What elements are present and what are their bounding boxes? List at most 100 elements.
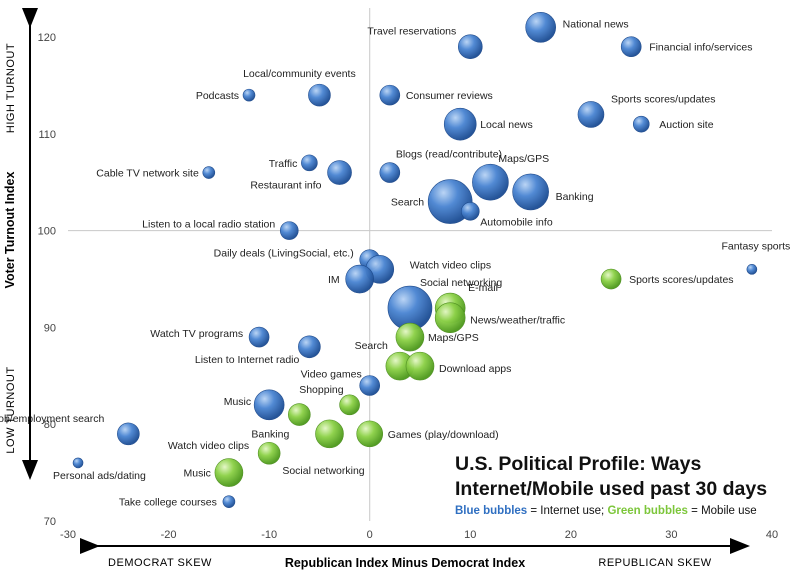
- mobile-bubble-label: Sports scores/updates: [629, 274, 733, 286]
- internet-bubble: [577, 101, 605, 128]
- internet-bubble: [202, 166, 216, 179]
- internet-bubble: [117, 422, 140, 446]
- legend-green: Green bubbles: [607, 505, 688, 517]
- bubbles: [72, 12, 758, 508]
- x-tick-label: -30: [60, 529, 76, 541]
- internet-bubble-label: Watch TV programs: [150, 328, 243, 340]
- legend-text: Blue bubbles = Internet use; Green bubbl…: [455, 505, 795, 517]
- x-tick-label: 40: [766, 529, 778, 541]
- mobile-bubble: [434, 302, 466, 334]
- internet-bubble-label: Automobile info: [480, 216, 553, 228]
- mobile-bubble-label: Download apps: [439, 363, 511, 375]
- internet-bubble: [746, 264, 758, 275]
- internet-bubble: [632, 115, 650, 133]
- mobile-bubble-label: Search: [355, 340, 388, 352]
- y-tick-label: 70: [44, 516, 56, 528]
- internet-bubble: [379, 84, 401, 106]
- internet-bubble-label: Take college courses: [119, 497, 217, 509]
- democrat-skew-label: DEMOCRAT SKEW: [108, 557, 212, 569]
- internet-bubble: [308, 83, 331, 107]
- internet-bubble: [298, 335, 321, 359]
- internet-bubble-label: Traffic: [269, 158, 298, 170]
- chart-title-box: U.S. Political Profile: Ways Internet/Mo…: [455, 452, 795, 517]
- internet-bubble: [242, 88, 256, 102]
- chart-title-line1: U.S. Political Profile: Ways: [455, 453, 702, 475]
- x-axis-title: Republican Index Minus Democrat Index: [285, 556, 525, 570]
- mobile-bubble: [288, 403, 311, 426]
- internet-bubble-label: Travel reservations: [367, 26, 456, 38]
- legend-blue-rest: = Internet use;: [527, 505, 608, 517]
- mobile-bubble-label: E-mail: [468, 282, 498, 294]
- internet-bubble: [512, 173, 549, 211]
- y-tick-label: 120: [38, 32, 56, 44]
- internet-bubble-label: Personal ads/dating: [53, 470, 146, 482]
- bubble-labels: National news Travel reservations Financia…: [0, 18, 790, 508]
- internet-bubble-label: Listen to Internet radio: [195, 354, 300, 366]
- internet-bubble: [253, 389, 285, 421]
- x-tick-label: 0: [367, 529, 373, 541]
- x-tick-label: 30: [665, 529, 677, 541]
- internet-bubble-label: Auction site: [659, 119, 713, 131]
- mobile-bubble: [315, 419, 344, 449]
- mobile-bubble-label: Maps/GPS: [428, 332, 479, 344]
- chart-title-line2: Internet/Mobile used past 30 days: [455, 478, 768, 500]
- internet-bubble-label: Maps/GPS: [498, 153, 549, 165]
- internet-bubble: [72, 457, 84, 469]
- internet-bubble: [460, 201, 480, 221]
- x-tick-label: 20: [565, 529, 577, 541]
- mobile-bubble: [356, 420, 384, 448]
- internet-bubble-label: Watch video clips: [410, 259, 491, 271]
- internet-bubble-label: Cable TV network site: [96, 168, 199, 180]
- internet-bubble: [327, 160, 352, 185]
- internet-bubble-label: Financial info/services: [649, 42, 752, 54]
- y-tick-label: 100: [38, 226, 56, 238]
- y-axis-title: Voter Turnout Index: [3, 172, 17, 289]
- internet-bubble-label: Music: [224, 396, 251, 408]
- internet-bubble-label: Listen to a local radio station: [142, 219, 275, 231]
- legend-green-rest: = Mobile use: [687, 505, 757, 517]
- internet-bubble: [525, 12, 556, 43]
- x-tick-label: 10: [464, 529, 476, 541]
- x-tick-label: -20: [161, 529, 177, 541]
- mobile-bubble: [405, 351, 435, 381]
- internet-bubble-label: Search: [391, 197, 424, 209]
- legend-blue: Blue bubbles: [455, 505, 528, 517]
- mobile-bubble-label: Banking: [251, 429, 289, 441]
- y-tick-label: 110: [38, 129, 56, 141]
- internet-bubble: [345, 264, 374, 294]
- internet-bubble: [359, 375, 381, 396]
- internet-bubble-label: Daily deals (LivingSocial, etc.): [214, 248, 354, 260]
- internet-bubble-label: Banking: [556, 191, 594, 203]
- high-turnout-label: HIGH TURNOUT: [5, 43, 17, 133]
- internet-bubble-label: Restaurant info: [250, 180, 321, 192]
- internet-bubble-label: Video games: [301, 368, 362, 380]
- y-tick-label: 80: [44, 419, 56, 431]
- internet-bubble: [472, 163, 509, 201]
- internet-bubble: [379, 162, 401, 183]
- low-turnout-label: LOW TURNOUT: [5, 366, 17, 453]
- mobile-bubble: [395, 322, 425, 352]
- internet-bubble: [620, 36, 642, 58]
- mobile-bubble: [339, 394, 360, 416]
- mobile-bubble-label: Games (play/download): [388, 429, 499, 441]
- mobile-bubble-label: News/weather/traffic: [470, 315, 565, 327]
- internet-bubble: [443, 107, 477, 141]
- internet-bubble-label: Fantasy sports: [721, 240, 790, 252]
- mobile-bubble-label: Social networking: [282, 465, 364, 477]
- internet-bubble-label: Social networking: [420, 277, 502, 289]
- internet-bubble-label: Podcasts: [196, 90, 239, 102]
- internet-bubble: [248, 326, 270, 348]
- internet-bubble-label: Sports scores/updates: [611, 93, 715, 105]
- internet-bubble: [301, 154, 318, 172]
- mobile-bubble: [214, 458, 244, 487]
- internet-bubble: [279, 221, 299, 240]
- x-tick-label: -10: [261, 529, 277, 541]
- internet-bubble-label: Consumer reviews: [406, 90, 493, 102]
- internet-bubble-label: Local news: [480, 119, 533, 131]
- mobile-bubble: [600, 268, 622, 290]
- internet-bubble: [457, 34, 483, 60]
- internet-bubble-label: Blogs (read/contribute): [396, 149, 502, 161]
- republican-skew-label: REPUBLICAN SKEW: [598, 557, 711, 569]
- internet-bubble: [222, 495, 236, 508]
